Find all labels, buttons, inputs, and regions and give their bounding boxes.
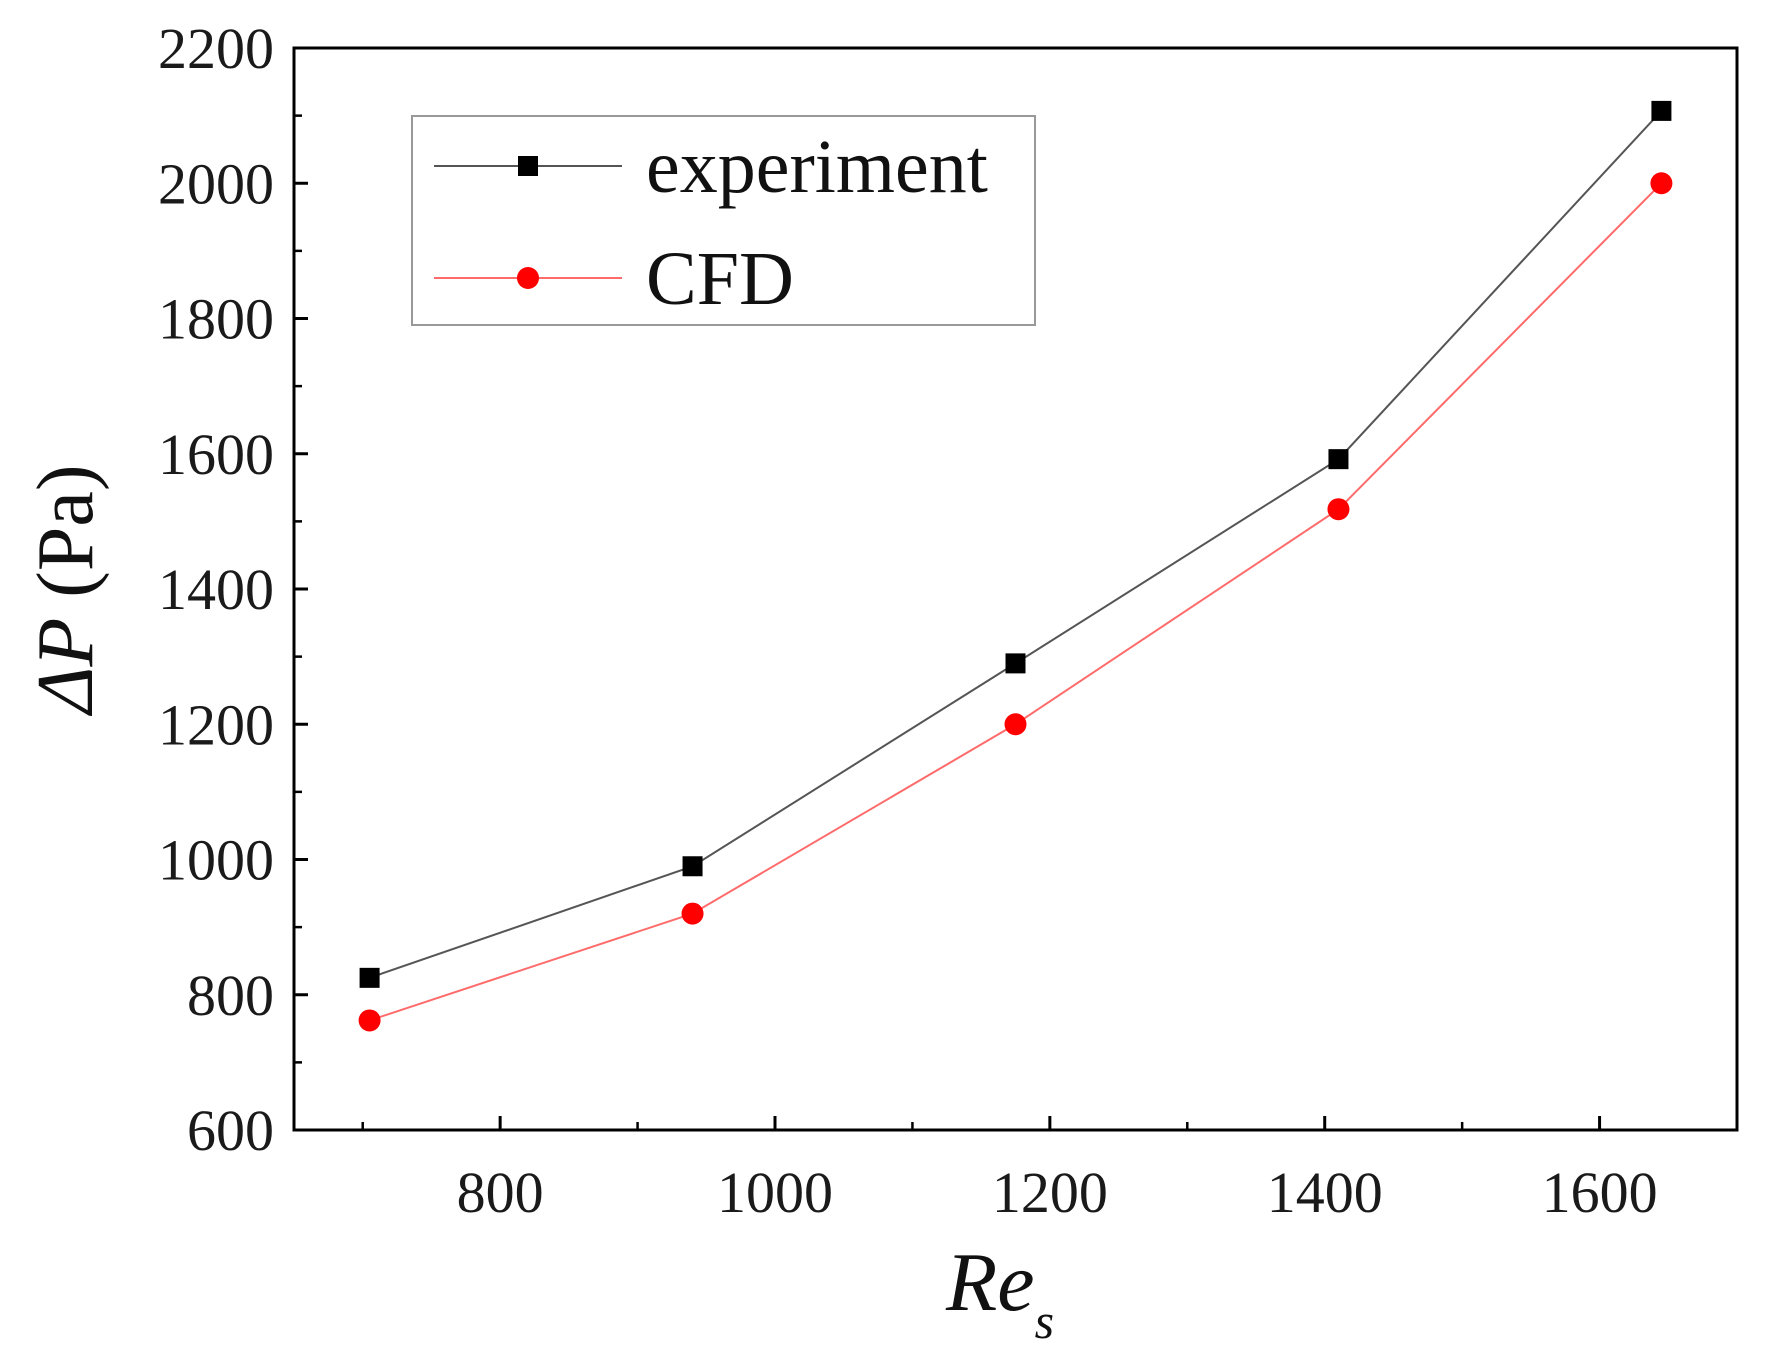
cfd-legend-marker [517,267,539,289]
y-tick-label: 2000 [158,151,274,216]
experiment-data-point [359,967,380,988]
legend-box [411,115,1036,326]
y-tick-label: 1600 [158,422,274,487]
cfd-data-point [1650,172,1673,195]
y-tick-label: 1000 [158,828,274,893]
x-axis-title: Res [945,1236,1054,1349]
y-tick-label: 800 [187,963,274,1028]
cfd-legend-label: CFD [646,237,794,321]
y-tick-label: 600 [187,1098,274,1163]
experiment-legend-label: experiment [646,125,988,209]
x-tick-label: 1000 [717,1160,833,1225]
cfd-data-point [1004,713,1027,736]
y-axis-title: ΔP (Pa) [22,464,110,716]
x-tick-label: 800 [457,1160,544,1225]
y-tick-label: 1800 [158,287,274,352]
x-axis-title-subscript: s [1035,1293,1054,1349]
experiment-data-point [1328,449,1349,470]
cfd-data-point [1327,498,1350,521]
cfd-data-point [681,902,704,925]
experiment-data-point [1005,653,1026,674]
cfd-data-point [358,1009,381,1032]
experiment-data-point [682,856,703,877]
plot-frame [292,46,1739,1132]
legend: experiment CFD [411,115,1036,326]
axis-titles: Res ΔP (Pa) [22,464,1054,1349]
experiment-legend-marker [518,156,538,176]
x-tick-label: 1600 [1542,1160,1658,1225]
y-tick-label: 2200 [158,16,274,81]
experiment-data-point [1651,100,1672,121]
x-tick-label: 1200 [992,1160,1108,1225]
y-tick-label: 1200 [158,692,274,757]
y-axis-title-main: ΔP [22,618,110,717]
y-tick-label: 1400 [158,557,274,622]
x-axis-title-main: Re [945,1236,1035,1329]
data-series [358,100,1673,1032]
axis-ticks: 800 1000 1200 1400 1600 600 800 1000 1200 1400 160… [158,16,1658,1225]
y-axis-title-unit: (Pa) [22,464,110,617]
x-tick-label: 1400 [1267,1160,1383,1225]
